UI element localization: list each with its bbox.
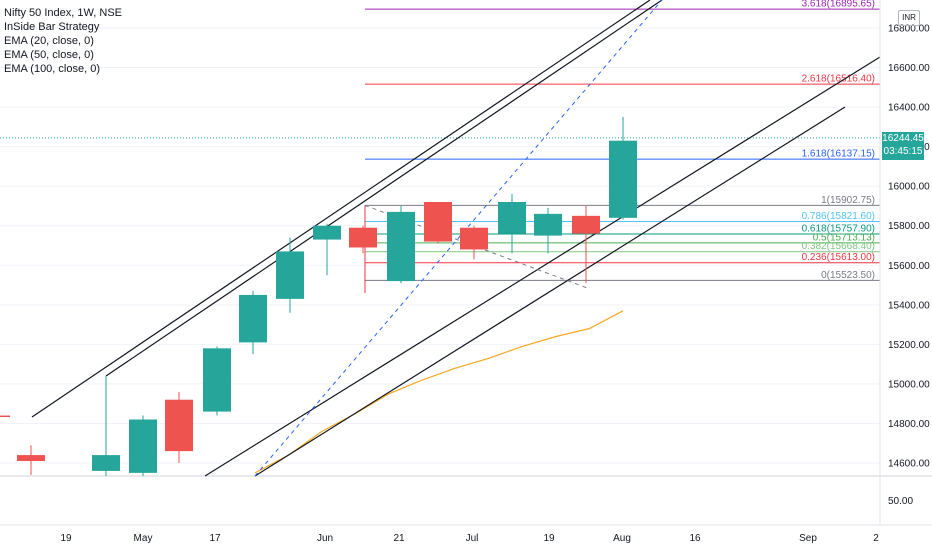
last-price: 16244.45	[882, 133, 924, 144]
price-tick-label: 15000.00	[888, 379, 930, 390]
price-tick-label: 15600.00	[888, 261, 930, 272]
time-tick-label: 17	[209, 533, 221, 544]
ema100-label[interactable]: EMA (100, close, 0)	[4, 63, 100, 75]
last-price-tag: 16244.45 03:45:15	[882, 132, 924, 160]
ema-line-group	[254, 310, 624, 474]
upper-channel-line-2	[105, 0, 663, 377]
ema-line	[254, 310, 624, 474]
time-tick-label: Jul	[466, 533, 479, 544]
legend-panel: Nifty 50 Index, 1W, NSE InSide Bar Strat…	[4, 6, 122, 76]
candle-body	[424, 202, 452, 242]
time-tick-label: May	[134, 533, 153, 544]
ema20-label[interactable]: EMA (20, close, 0)	[4, 35, 94, 47]
candle-body	[609, 140, 637, 218]
price-tick-label: 16000.00	[888, 182, 930, 193]
price-tick-label: 16800.00	[888, 24, 930, 35]
candle-body	[239, 294, 267, 343]
currency-badge[interactable]: INR	[898, 10, 920, 26]
price-tick-label: 15400.00	[888, 300, 930, 311]
symbol-title[interactable]: Nifty 50 Index, 1W, NSE	[4, 7, 122, 19]
candle-body	[203, 348, 231, 412]
candle-body	[572, 215, 600, 234]
fib-level-label: 3.618(16895.65)	[802, 0, 875, 10]
lower-pane-tick-label: 50.00	[888, 496, 913, 507]
strategy-label[interactable]: InSide Bar Strategy	[4, 21, 100, 33]
time-tick-label: 19	[543, 533, 555, 544]
candle-body	[165, 399, 193, 452]
time-tick-label: Sep	[799, 533, 817, 544]
candle-body	[460, 227, 488, 250]
time-tick-label: 16	[689, 533, 701, 544]
fib-level-label: 0.236(15613.00)	[802, 252, 875, 263]
candle-body	[129, 419, 157, 473]
candle-body	[17, 455, 45, 462]
price-tick-label: 14800.00	[888, 419, 930, 430]
candle-body	[387, 211, 415, 282]
time-tick-label: 19	[60, 533, 72, 544]
time-tick-label: 2	[873, 533, 879, 544]
candle-body	[498, 202, 526, 234]
candle-body	[276, 251, 304, 299]
fib-level-label: 2.618(16516.40)	[802, 74, 875, 85]
fib-level-label: 0.382(15668.40)	[802, 241, 875, 252]
candle-body	[534, 213, 562, 236]
bar-countdown: 03:45:15	[883, 146, 923, 157]
price-tick-label: 16400.00	[888, 103, 930, 114]
candle-body	[313, 225, 341, 240]
fib-level-label: 0.786(15821.60)	[802, 211, 875, 222]
candle-body	[0, 415, 10, 418]
price-tick-label: 16600.00	[888, 63, 930, 74]
ema50-label[interactable]: EMA (50, close, 0)	[4, 49, 94, 61]
upper-channel-line	[31, 0, 651, 418]
candle-body	[92, 455, 120, 471]
fib-level-label: 0.5(15713.13)	[813, 232, 875, 243]
grid-lines	[0, 27, 932, 477]
fib-level-label: 1.618(16137.15)	[802, 149, 875, 160]
price-tick-label: 15800.00	[888, 221, 930, 232]
price-tick-label: 15200.00	[888, 340, 930, 351]
candles-group	[0, 116, 637, 476]
fib-level-label: 0.618(15757.90)	[802, 224, 875, 235]
lower-trend-line-2	[254, 106, 846, 477]
fib-level-label: 1(15902.75)	[821, 195, 875, 206]
price-tick-label: 14600.00	[888, 459, 930, 470]
fib-level-label: 0(15523.50)	[821, 270, 875, 281]
candle-body	[349, 227, 377, 248]
mid-channel-line	[254, 0, 663, 477]
time-axis: 19 May 17 Jun 21 Jul 19 Aug 16 Sep 2	[60, 533, 879, 544]
time-tick-label: Aug	[613, 533, 631, 544]
time-tick-label: Jun	[317, 533, 333, 544]
lower-trend-line	[204, 56, 881, 477]
time-tick-label: 21	[393, 533, 405, 544]
